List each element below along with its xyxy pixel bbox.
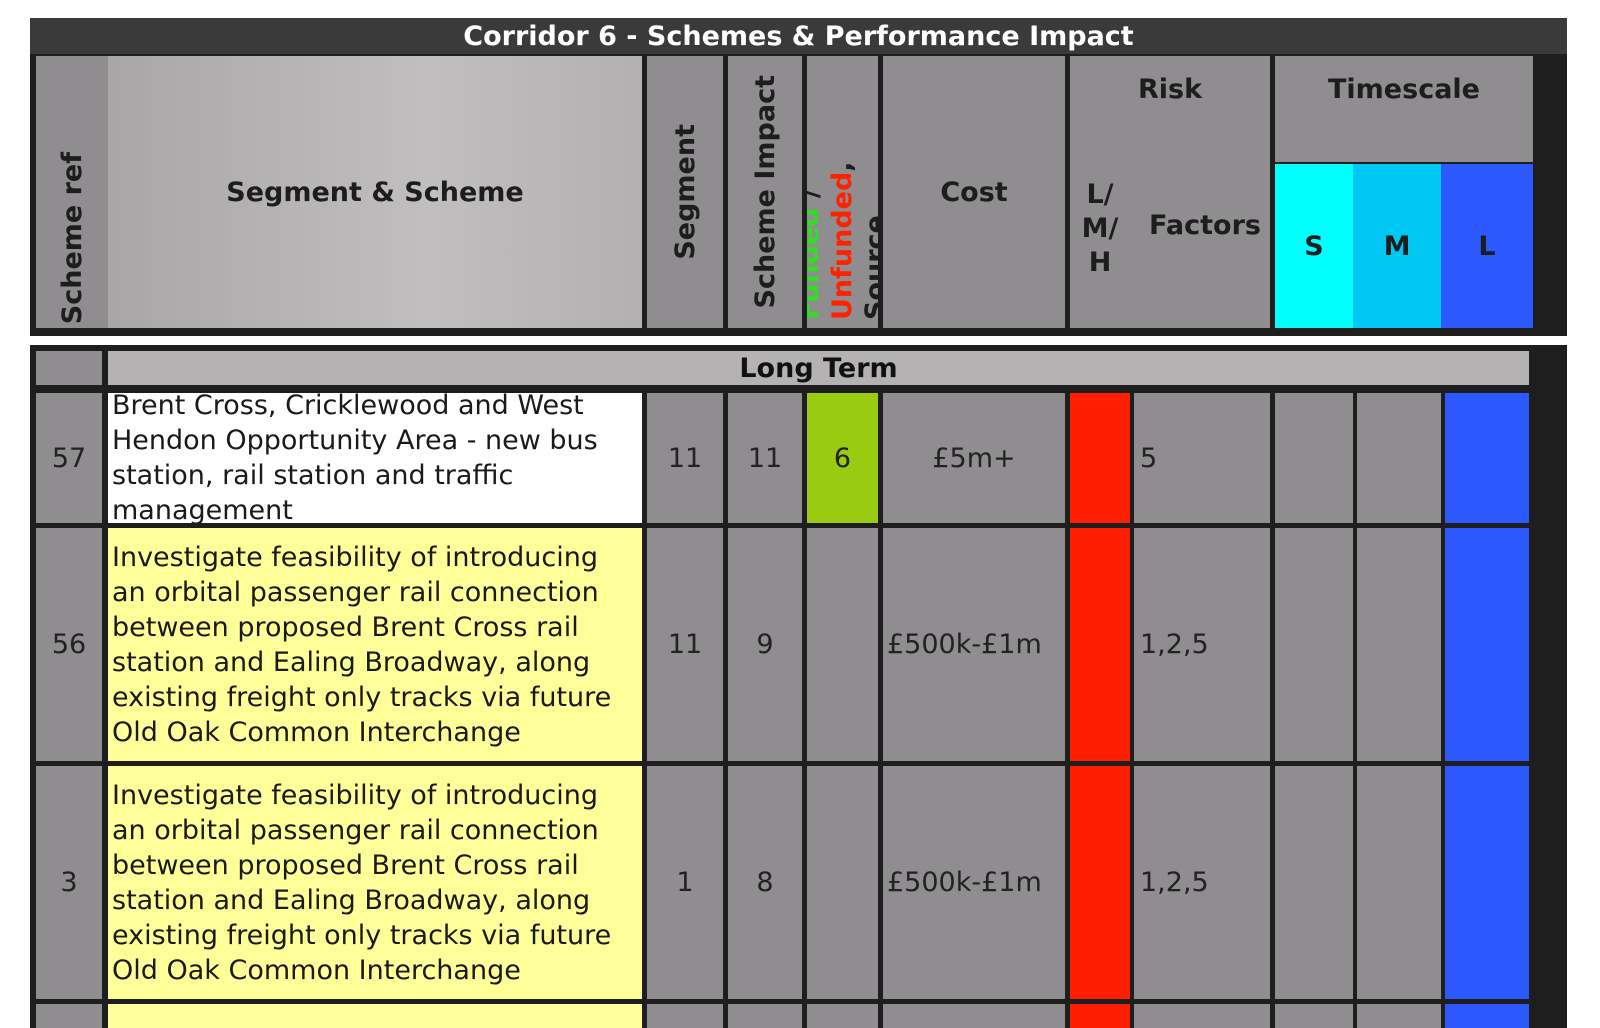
header-scheme-ref: Scheme ref (36, 56, 108, 328)
header-lmh-label: L/ M/ H (1081, 179, 1119, 278)
table-header: Corridor 6 - Schemes & Performance Impac… (30, 18, 1567, 336)
section-ref-spacer (36, 351, 102, 385)
cell-risk-factors: 5 (1134, 393, 1270, 523)
unfunded-label: Unfunded (827, 171, 858, 320)
cell-funding (807, 766, 878, 999)
cell-scheme-ref: 57 (36, 393, 102, 523)
funding-slash: / (807, 188, 825, 199)
cell-risk-level (1070, 766, 1130, 999)
cell-scheme-ref (36, 1004, 102, 1028)
header-cost: Cost (883, 56, 1065, 328)
header-timescale-label: Timescale (1328, 74, 1480, 105)
cell-risk-level (1070, 1004, 1130, 1028)
timescale-m-label: M (1383, 230, 1411, 262)
cell-timescale-l (1445, 393, 1529, 523)
header-segment: Segment (647, 56, 723, 328)
cell-cost: £500k-£1m (883, 766, 1065, 999)
cell-scheme-ref: 3 (36, 766, 102, 999)
cell-segment: 11 (647, 393, 723, 523)
cell-timescale-s (1275, 393, 1353, 523)
cell-scheme: Investigate feasibility of introducing a… (108, 528, 642, 761)
cell-scheme: Brent Cross, Cricklewood and West Hendon… (108, 393, 642, 523)
cell-timescale-l (1445, 766, 1529, 999)
header-segment-scheme-label: Segment & Scheme (226, 176, 524, 208)
cell-funding (807, 1004, 878, 1028)
section-long-term: Long Term (108, 351, 1529, 385)
header-timescale-long: L (1441, 164, 1533, 328)
cell-cost (883, 1004, 1065, 1028)
header-scheme-impact-label: Scheme Impact (749, 74, 781, 308)
cell-timescale-m (1357, 1004, 1441, 1028)
cell-risk-factors: 1,2,5 (1134, 766, 1270, 999)
header-funding-label: Funded / Unfunded, Source (807, 60, 878, 320)
cell-scheme-impact: 8 (728, 766, 802, 999)
header-segment-label: Segment (669, 124, 701, 260)
timescale-s-label: S (1304, 230, 1324, 262)
header-factors-label: Factors (1149, 210, 1261, 241)
cell-risk-level (1070, 393, 1130, 523)
cell-timescale-m (1357, 393, 1441, 523)
cell-timescale-s (1275, 528, 1353, 761)
table-body: Long Term 57 Brent Cross, Cricklewood an… (30, 345, 1567, 1028)
cell-segment: 11 (647, 528, 723, 761)
header-scheme-ref-label: Scheme ref (56, 151, 88, 324)
cell-timescale-m (1357, 528, 1441, 761)
cell-scheme: Investigate feasibility of introducing a… (108, 766, 642, 999)
cell-cost: £5m+ (883, 393, 1065, 523)
cell-risk-factors (1134, 1004, 1270, 1028)
header-risk-label: Risk (1137, 74, 1203, 105)
cell-risk-factors: 1,2,5 (1134, 528, 1270, 761)
cell-segment (647, 1004, 723, 1028)
header-scheme-impact: Scheme Impact (728, 56, 802, 328)
cell-scheme (108, 1004, 642, 1028)
cell-timescale-m (1357, 766, 1441, 999)
cell-risk-level (1070, 528, 1130, 761)
cell-scheme-impact (728, 1004, 802, 1028)
cell-timescale-s (1275, 766, 1353, 999)
header-timescale: Timescale (1275, 56, 1533, 162)
header-segment-scheme: Segment & Scheme (108, 56, 642, 328)
cell-scheme-impact: 9 (728, 528, 802, 761)
header-cost-label: Cost (940, 176, 1008, 208)
cell-funding (807, 528, 878, 761)
header-timescale-short: S (1275, 164, 1353, 328)
table-title: Corridor 6 - Schemes & Performance Impac… (30, 18, 1567, 54)
header-risk (1070, 56, 1270, 328)
cell-timescale-s (1275, 1004, 1353, 1028)
header-funding: Funded / Unfunded, Source (807, 56, 878, 328)
cell-funding: 6 (807, 393, 878, 523)
header-timescale-medium: M (1353, 164, 1441, 328)
cell-cost: £500k-£1m (883, 528, 1065, 761)
funded-label: Funded (807, 207, 825, 320)
cell-segment: 1 (647, 766, 723, 999)
timescale-l-label: L (1478, 230, 1496, 262)
cell-scheme-impact: 11 (728, 393, 802, 523)
cell-scheme-ref: 56 (36, 528, 102, 761)
cell-timescale-l (1445, 528, 1529, 761)
cell-timescale-l (1445, 1004, 1529, 1028)
